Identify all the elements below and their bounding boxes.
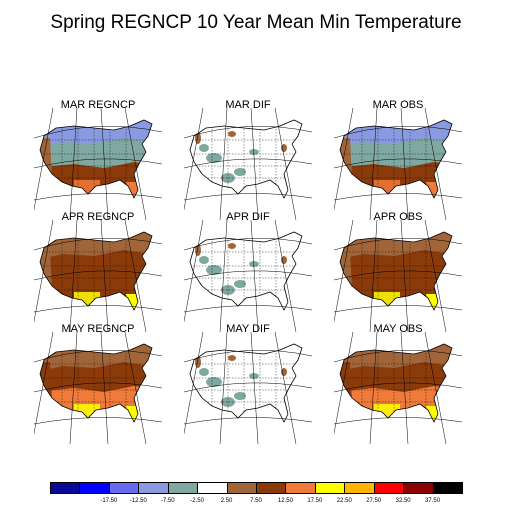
colorbar-swatch (314, 482, 346, 494)
map-panel: APR DIF (184, 211, 312, 332)
colorbar-tick-label: 22.50 (336, 498, 352, 504)
colorbar-swatch (50, 482, 81, 494)
map-panel: MAY DIF (184, 323, 312, 444)
map-panel: MAR DIF (184, 99, 312, 220)
colorbar-swatch (403, 482, 434, 494)
map-plot (334, 108, 462, 220)
colorbar-tick-label: 2.50 (220, 498, 233, 504)
colorbar-tick-label: -12.50 (129, 498, 147, 504)
colorbar-swatch (226, 482, 257, 494)
panel-label: MAY REGNCP (61, 323, 135, 335)
panel-label: MAY OBS (373, 323, 423, 335)
colorbar-swatch (285, 482, 316, 494)
colorbar-tick-label: 12.50 (277, 498, 293, 504)
map-plot (334, 220, 462, 332)
panel-label: MAR OBS (372, 99, 424, 111)
panel-label: MAR DIF (225, 99, 271, 111)
colorbar-swatch (256, 482, 287, 494)
figure-title: Spring REGNCP 10 Year Mean Min Temperatu… (50, 12, 462, 33)
colorbar-swatch (79, 482, 110, 494)
panel-label: MAY DIF (226, 323, 270, 335)
colorbar-swatch (344, 482, 375, 494)
colorbar-tick-label: 7.50 (250, 498, 262, 504)
map-panel: APR REGNCP (34, 211, 162, 332)
map-panel: MAY REGNCP (34, 323, 162, 444)
map-plot (334, 332, 462, 444)
map-plot (34, 220, 162, 332)
map-panel: APR OBS (334, 211, 462, 332)
colorbar-ticks: -17.50 -12.50 -7.50 -2.50 2.50 7.50 12.50 17.50… (50, 498, 462, 508)
map-panel: MAY OBS (334, 323, 462, 444)
colorbar-swatch (108, 482, 140, 494)
map-plot (34, 108, 162, 220)
colorbar-swatch (197, 482, 228, 494)
map-plot (184, 332, 312, 444)
colorbar-tick-label: -7.50 (160, 498, 175, 504)
colorbar-tick-label: 37.50 (425, 498, 441, 504)
colorbar-swatch (432, 482, 463, 494)
colorbar-swatch (167, 482, 199, 494)
colorbar-tick-label: -2.50 (190, 498, 204, 504)
panel-label: APR REGNCP (61, 211, 135, 223)
colorbar-tick-label: 27.50 (366, 498, 382, 504)
map-plot (184, 220, 312, 332)
map-plot (184, 108, 312, 220)
panel-label: MAR REGNCP (60, 99, 136, 111)
colorbar-tick-label: 17.50 (307, 498, 323, 504)
colorbar-tick-label: 32.50 (395, 498, 411, 504)
colorbar-tick-label: -17.50 (100, 498, 118, 504)
map-panel: MAR REGNCP (34, 99, 162, 220)
colorbar-swatch (138, 482, 169, 494)
map-plot (34, 332, 162, 444)
panel-label: APR DIF (226, 211, 270, 223)
panel-label: APR OBS (373, 211, 423, 223)
colorbar-swatch (373, 482, 405, 494)
colorbar (50, 482, 463, 494)
map-panel: MAR OBS (334, 99, 462, 220)
